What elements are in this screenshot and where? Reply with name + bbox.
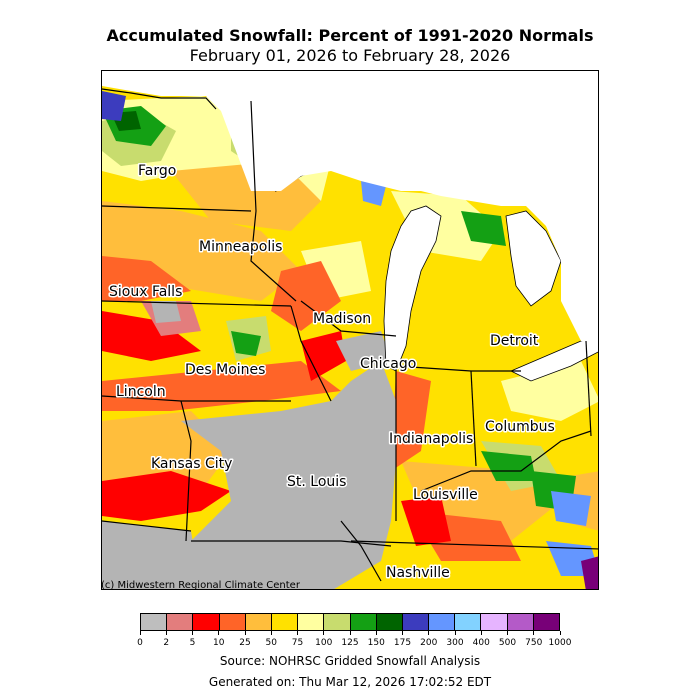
map-canvas: Fargo Minneapolis Sioux Falls Madison De… [102,71,598,589]
city-label-madison: Madison [313,311,371,327]
city-label-kansas-city: Kansas City [151,456,232,472]
region-purple [581,556,598,589]
city-label-detroit: Detroit [490,333,539,349]
legend-swatch [455,614,482,630]
city-label-minneapolis: Minneapolis [199,239,282,255]
legend-swatch [350,614,377,630]
legend-tick-label: 75 [291,638,304,648]
legend-swatch [141,614,168,630]
legend-tick-label: 100 [315,638,333,648]
region-red [301,331,346,381]
region-red [102,311,201,361]
region-redorange [102,256,191,301]
legend-tick [139,631,141,635]
region-green [231,331,261,356]
legend-tick [323,631,325,635]
generated-text: Generated on: Thu Mar 12, 2026 17:02:52 … [208,675,492,689]
legend-colorbar [140,613,560,631]
legend-tick-label: 750 [525,638,543,648]
city-label-nashville: Nashville [386,565,450,581]
legend-swatch [376,614,403,630]
snowfall-map: Fargo Minneapolis Sioux Falls Madison De… [101,70,599,590]
region-gray [181,361,396,589]
city-label-st-louis: St. Louis [287,474,346,490]
legend-tick-label: 25 [239,638,251,648]
city-label-fargo: Fargo [138,163,176,179]
legend-swatch [402,614,430,630]
map-title: Accumulated Snowfall: Percent of 1991-20… [106,26,594,45]
region-red [401,496,451,546]
legend-swatch [193,614,220,630]
legend-tick [533,631,535,635]
canada-blank [102,71,598,341]
region-lightblue [551,491,591,526]
city-layer: Fargo Minneapolis Sioux Falls Madison De… [108,162,557,583]
region-gray [102,521,201,589]
region-redorange [271,261,341,331]
legend-swatch [219,614,246,630]
legend-tick [297,631,298,635]
legend-tick-label: 125 [341,638,359,648]
map-subtitle: February 01, 2026 to February 28, 2026 [189,46,511,65]
legend-tick [218,631,220,635]
legend-tick [454,631,456,635]
legend-swatch [245,614,272,630]
lake-huron [505,210,562,307]
city-label-chicago: Chicago [360,356,416,372]
source-text: Source: NOHRSC Gridded Snowfall Analysis [219,654,481,668]
legend-tick [507,631,508,635]
region-lightblue [361,181,386,206]
legend-tick-label: 2 [163,638,170,648]
legend-swatch [533,614,559,630]
legend-tick [559,631,561,635]
city-label-indianapolis: Indianapolis [389,431,473,447]
legend-tick-label: 200 [420,638,438,648]
legend-tick-label: 300 [446,638,464,648]
legend-swatch [481,614,508,630]
legend-tick-label: 400 [472,638,490,648]
legend-swatch [298,614,325,630]
legend-tick [165,631,167,635]
legend-tick [375,631,377,635]
legend-tick-label: 10 [213,638,225,648]
legend-tick-label: 175 [393,638,412,648]
region-green [461,211,506,246]
city-label-louisville: Louisville [413,487,478,503]
region-blue [102,91,126,121]
legend-tick [270,631,272,635]
region-gray [151,301,181,323]
legend-swatch [324,614,351,630]
state-borders [102,100,598,582]
city-label-columbus: Columbus [485,419,555,435]
legend-tick-label: 5 [189,638,196,648]
legend-tick [349,631,351,635]
legend-tick-label: 0 [137,638,143,648]
legend-tick-label: 150 [367,638,385,648]
us-canada-border [102,88,217,110]
region-redorange [391,371,431,471]
credit-text: (c) Midwestern Regional Climate Center [101,580,300,591]
legend-tick-label: 50 [265,638,277,648]
city-label-sioux-falls: Sioux Falls [109,284,182,300]
city-label-des-moines: Des Moines [185,362,265,378]
region-gray [336,331,391,371]
legend-ticks: 0 2 5 10 25 50 75 100 125 150 175 200 300 400 500 750 10… [137,631,571,653]
legend-tick [192,631,193,635]
lake-erie [510,336,598,382]
lake-michigan [383,205,442,372]
city-label-lincoln: Lincoln [116,384,166,400]
legend-swatch [271,614,299,630]
region-redorange [102,361,341,411]
legend-tick [244,631,246,635]
legend-swatch [167,614,194,630]
legend-tick [480,631,482,635]
region-green [481,451,536,481]
legend-swatch [429,614,456,630]
legend-tick-label: 1000 [548,638,572,648]
legend-tick [428,631,430,635]
legend-swatch [507,614,534,630]
legend-tick-label: 500 [498,638,517,648]
region-red [102,471,231,521]
legend-tick [402,631,403,635]
